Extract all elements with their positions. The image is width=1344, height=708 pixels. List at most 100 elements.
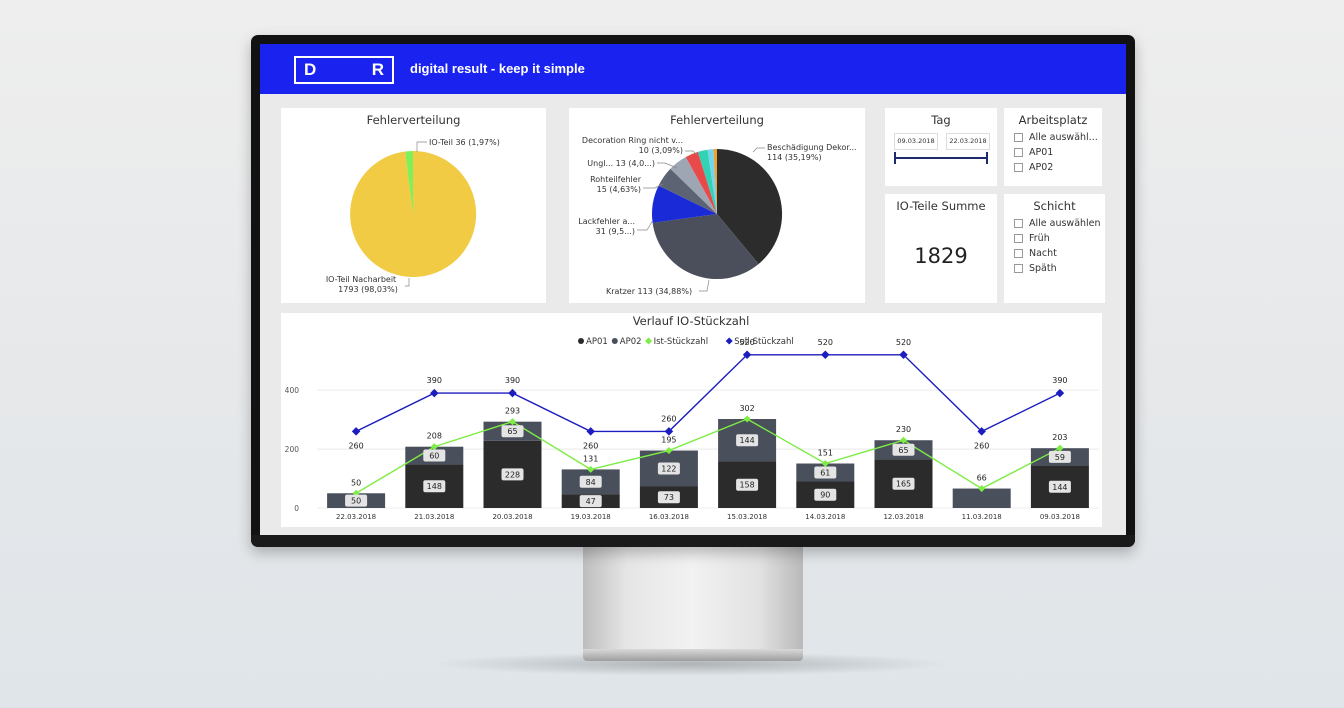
verlauf-chart-panel[interactable]: Verlauf IO-Stückzahl AP01 AP02 Ist-Stückza… — [281, 313, 1102, 527]
bar-label-ap02-bg — [579, 475, 602, 488]
arbeitsplatz-option-ap02[interactable]: AP02 — [1014, 162, 1053, 173]
pie-label-io-teil: IO-Teil 36 (1,97%) — [429, 138, 500, 147]
bar-label-ap02-bg — [345, 494, 368, 507]
pie-label-nacharbeit-name: IO-Teil Nacharbeit — [326, 275, 396, 284]
soll-label: 260 — [583, 441, 598, 450]
soll-label: 390 — [1052, 376, 1067, 385]
ist-point[interactable] — [821, 459, 829, 468]
bar-label-ap02: 50 — [351, 497, 361, 506]
chart-legend: AP01 AP02 Ist-Stückzahl Soll-Stückzahl — [578, 337, 794, 347]
bar-label-ap01: 228 — [505, 470, 520, 479]
slider-handle-start[interactable] — [894, 152, 896, 164]
monitor-chin — [251, 535, 1135, 547]
ist-label: 151 — [818, 449, 833, 458]
slider-handle-end[interactable] — [986, 152, 988, 164]
legend-marker — [645, 337, 653, 345]
verlauf-chart: Verlauf IO-Stückzahl AP01 AP02 Ist-Stückza… — [285, 314, 1099, 521]
soll-label: 520 — [896, 338, 911, 347]
io-summe-card: IO-Teile Summe 1829 — [885, 194, 997, 303]
ist-line[interactable] — [355, 418, 1061, 494]
io-summe-value: 1829 — [914, 244, 968, 268]
pie-label-deco-value: 10 (3,09%) — [639, 146, 683, 155]
x-tick-label: 14.03.2018 — [805, 513, 845, 521]
checkbox[interactable] — [1014, 133, 1023, 142]
dr-logo[interactable]: D R — [294, 56, 394, 84]
y-tick-label: 400 — [285, 386, 300, 395]
pie-slice-decoration[interactable] — [685, 151, 717, 214]
checkbox[interactable] — [1014, 148, 1023, 157]
tagline: digital result - keep it simple — [410, 61, 585, 76]
schicht-option-alle[interactable]: Alle auswählen — [1014, 218, 1101, 229]
schicht-slicer[interactable]: Schicht Alle auswählen Früh Nacht Späth — [1004, 194, 1105, 303]
pie-slice-lackfehler[interactable] — [652, 185, 717, 223]
y-tick-label: 200 — [285, 445, 300, 454]
arbeitsplatz-option-alle[interactable]: Alle auswähl... — [1014, 132, 1098, 143]
pie-slice-io-teil[interactable] — [405, 151, 413, 214]
arbeitsplatz-slicer[interactable]: Arbeitsplatz Alle auswähl... AP01 AP02 — [1004, 108, 1102, 186]
bar-label-ap01-bg — [657, 491, 680, 504]
x-tick-label: 12.03.2018 — [883, 513, 923, 521]
bar-label-ap01: 144 — [1052, 483, 1067, 492]
panel-title: Schicht — [1033, 199, 1076, 213]
legend-item[interactable]: Soll-Stückzahl — [734, 337, 794, 347]
soll-point[interactable] — [664, 427, 674, 436]
soll-point[interactable] — [351, 427, 361, 436]
legend-item[interactable]: AP02 — [620, 337, 642, 347]
legend-marker — [611, 338, 618, 344]
checkbox[interactable] — [1014, 163, 1023, 172]
pie-slice-other-1[interactable] — [697, 149, 717, 214]
pie-slice-other-2[interactable] — [707, 149, 718, 214]
ist-point[interactable] — [508, 418, 517, 426]
pie-slice-beschaedigung[interactable] — [717, 148, 783, 264]
bar-label-ap01-bg — [814, 488, 837, 501]
pie-slice-kratzer[interactable] — [652, 214, 759, 280]
schicht-option-nacht[interactable]: Nacht — [1014, 248, 1057, 259]
soll-point[interactable] — [742, 350, 752, 360]
date-from-input[interactable]: 09.03.2018 — [894, 133, 938, 150]
pie-label-lack-name: Lackfehler a... — [578, 217, 635, 226]
arbeitsplatz-option-ap01[interactable]: AP01 — [1014, 147, 1053, 158]
bar-label-ap01-bg — [892, 477, 915, 490]
legend-item[interactable]: Ist-Stückzahl — [654, 337, 708, 347]
checkbox[interactable] — [1014, 264, 1023, 273]
pie-label-ungl: Ungl... 13 (4,0...) — [587, 159, 655, 168]
bar-label-ap02: 61 — [820, 468, 830, 477]
ist-label: 66 — [977, 474, 987, 483]
ist-point[interactable] — [899, 436, 908, 444]
legend-marker — [578, 338, 584, 344]
bar-label-ap02-bg — [892, 443, 915, 456]
date-range-slider[interactable] — [894, 157, 988, 159]
tag-slicer[interactable]: Tag 09.03.2018 22.03.2018 — [885, 108, 997, 186]
ist-point[interactable] — [978, 485, 986, 493]
x-tick-label: 11.03.2018 — [962, 513, 1002, 521]
legend-item[interactable]: AP01 — [586, 337, 608, 347]
checkbox[interactable] — [1014, 234, 1023, 243]
bar-label-ap01: 158 — [739, 481, 754, 490]
dashboard-screen: D R digital result - keep it simple Fehl… — [260, 44, 1126, 535]
x-tick-label: 15.03.2018 — [727, 513, 767, 521]
soll-line[interactable] — [355, 354, 1061, 433]
checkbox[interactable] — [1014, 219, 1023, 228]
ist-label: 302 — [739, 404, 754, 413]
pie-slice-nacharbeit[interactable] — [350, 150, 477, 277]
schicht-option-frueh[interactable]: Früh — [1014, 233, 1050, 244]
bar-label-ap01-bg — [736, 478, 759, 491]
pie-label-besch-value: 114 (35,19%) — [767, 153, 822, 162]
bar-ap02[interactable] — [952, 488, 1011, 508]
pie-slice-ungl[interactable] — [670, 157, 717, 214]
ist-label: 131 — [583, 454, 598, 463]
checkbox[interactable] — [1014, 249, 1023, 258]
soll-point[interactable] — [586, 427, 595, 436]
soll-label: 520 — [818, 338, 833, 347]
bar-label-ap01: 90 — [820, 491, 830, 500]
pie-slice-other-3[interactable] — [713, 149, 718, 214]
pie-slice-rohteilfehler[interactable] — [658, 168, 717, 214]
monitor-stand — [583, 547, 803, 649]
pie-panel-io[interactable]: Fehlerverteilung IO-Teil 36 (1,97%) IO-T… — [281, 108, 546, 303]
schicht-option-spaeth[interactable]: Späth — [1014, 263, 1057, 274]
pie-label-roh-value: 15 (4,63%) — [597, 185, 641, 194]
ist-point[interactable] — [587, 465, 595, 473]
soll-point[interactable] — [821, 350, 830, 360]
date-to-input[interactable]: 22.03.2018 — [946, 133, 990, 150]
pie-panel-fehler[interactable]: Fehlerverteilung Decoration Ring nicht v… — [569, 108, 865, 303]
